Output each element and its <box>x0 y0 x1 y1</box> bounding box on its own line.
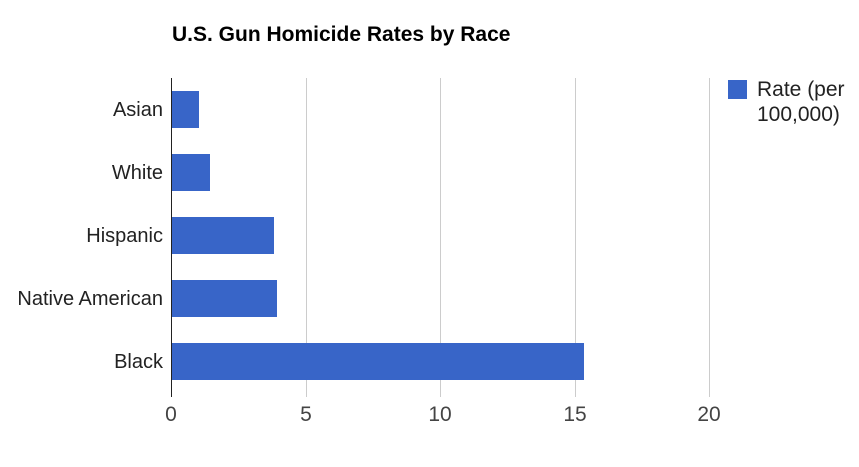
x-tick-label-5: 5 <box>300 403 312 426</box>
category-label-hispanic: Hispanic <box>86 225 163 247</box>
category-label-native-american: Native American <box>17 288 163 310</box>
category-label-asian: Asian <box>112 99 163 121</box>
x-tick-label-15: 15 <box>563 403 587 426</box>
bar-black[interactable] <box>172 343 584 380</box>
legend-color-swatch <box>728 80 747 99</box>
x-tick-label-20: 20 <box>697 403 721 426</box>
x-tick-label-10: 10 <box>428 403 452 426</box>
category-label-white: White <box>111 162 163 184</box>
gridline-x-10 <box>440 78 441 397</box>
legend-series-label: Rate (per 100,000) <box>757 78 845 126</box>
gridline-x-5 <box>306 78 307 397</box>
gridline-x-15 <box>575 78 576 397</box>
bar-white[interactable] <box>172 154 210 191</box>
clipped-text-artifact: : <box>0 42 2 66</box>
bar-asian[interactable] <box>172 91 199 128</box>
y-axis-line <box>171 78 172 397</box>
gridline-x-20 <box>709 78 710 397</box>
chart-title: U.S. Gun Homicide Rates by Race <box>172 23 511 46</box>
bar-native-american[interactable] <box>172 280 277 317</box>
bar-hispanic[interactable] <box>172 217 274 254</box>
x-tick-label-0: 0 <box>165 403 177 426</box>
category-label-black: Black <box>114 351 163 373</box>
